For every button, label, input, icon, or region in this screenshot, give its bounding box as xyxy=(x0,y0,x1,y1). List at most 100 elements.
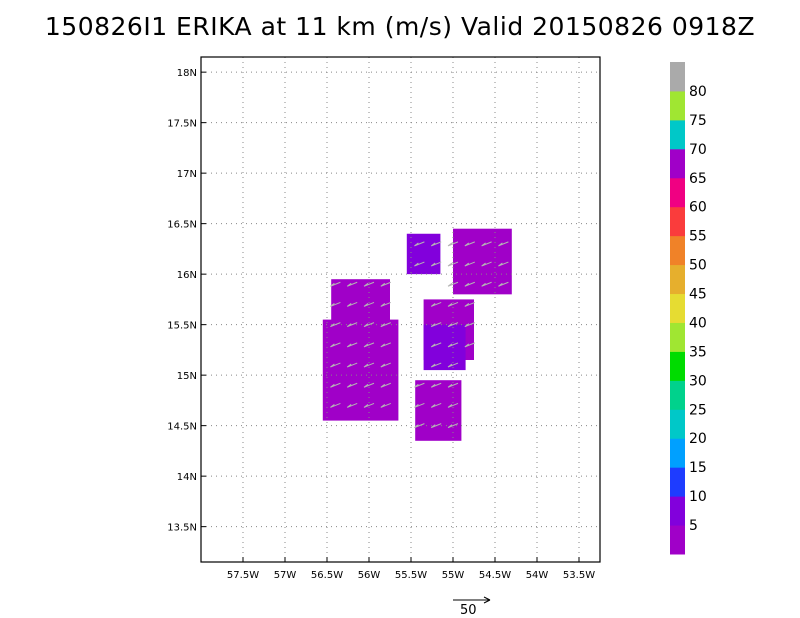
wind-vector xyxy=(380,322,391,328)
y-tick-label: 18N xyxy=(177,68,197,79)
wind-vector xyxy=(346,342,358,348)
colorbar-label: 20 xyxy=(689,431,707,447)
wind-vector xyxy=(414,402,425,408)
colorbar-label: 30 xyxy=(689,373,707,389)
wind-vector xyxy=(414,241,425,247)
wind-vector xyxy=(430,423,442,429)
wind-vector xyxy=(430,362,442,368)
colorbar-segment xyxy=(670,438,685,468)
colorbar-label: 35 xyxy=(689,344,707,360)
wind-vector xyxy=(380,382,391,388)
wind-vector xyxy=(498,261,509,267)
wind-vector xyxy=(447,342,459,348)
wind-vector xyxy=(346,382,358,388)
colorbar-label: 25 xyxy=(689,402,707,418)
y-tick-label: 16N xyxy=(177,270,197,281)
wind-vector xyxy=(330,281,341,287)
wind-vector xyxy=(363,362,375,368)
wind-vector xyxy=(380,362,391,368)
colorbar-segment xyxy=(670,235,685,266)
wind-vector xyxy=(447,261,459,267)
colorbar-segment xyxy=(670,496,685,526)
wind-region xyxy=(331,279,390,330)
x-tick-label: 55W xyxy=(442,570,465,581)
grid-lines xyxy=(201,57,600,562)
wind-vector xyxy=(430,241,442,247)
wind-vector xyxy=(363,322,375,328)
wind-vector xyxy=(363,281,375,287)
colorbar-label: 80 xyxy=(689,84,707,100)
x-tick-label: 54.5W xyxy=(479,570,511,581)
colorbar-segment xyxy=(670,351,685,381)
colorbar-segment xyxy=(670,148,685,179)
wind-vector xyxy=(430,402,442,408)
wind-vector xyxy=(414,382,425,388)
x-tick-label: 56W xyxy=(358,570,381,581)
colorbar-label: 45 xyxy=(689,287,707,303)
wind-vector xyxy=(464,241,475,247)
wind-vector xyxy=(330,301,341,307)
wind-vector xyxy=(363,342,375,348)
plot-frame xyxy=(200,56,601,563)
x-tick-label: 56.5W xyxy=(311,570,343,581)
wind-vector xyxy=(330,342,341,348)
x-tick-label: 53.5W xyxy=(563,570,595,581)
wind-vector xyxy=(346,281,358,287)
wind-vector xyxy=(346,322,358,328)
wind-vector xyxy=(481,281,492,287)
wind-vector xyxy=(330,322,341,328)
colorbar-segment xyxy=(670,264,685,295)
x-tick-label: 57.5W xyxy=(227,570,259,581)
wind-vector xyxy=(447,423,459,429)
wind-vector xyxy=(430,261,442,267)
wind-vector xyxy=(481,241,492,247)
wind-vector xyxy=(464,281,475,287)
wind-vector xyxy=(464,301,475,307)
y-tick-label: 15.5N xyxy=(167,321,197,332)
reference-arrow-head xyxy=(483,596,491,604)
colorbar-segment xyxy=(670,206,685,237)
colorbar-label: 15 xyxy=(689,460,707,476)
wind-vector xyxy=(380,281,391,287)
wind-vector xyxy=(380,301,391,307)
wind-vector xyxy=(346,402,358,408)
wind-vector xyxy=(330,362,341,368)
wind-region xyxy=(423,324,466,371)
wind-vector xyxy=(430,322,442,328)
wind-vector xyxy=(498,281,509,287)
wind-vector xyxy=(464,261,475,267)
colorbar-segment xyxy=(670,467,685,497)
x-tick-label: 55.5W xyxy=(395,570,427,581)
wind-vector xyxy=(380,342,391,348)
colorbar-label: 75 xyxy=(689,113,707,129)
y-tick-label: 16.5N xyxy=(167,220,197,231)
wind-vector xyxy=(481,261,492,267)
wind-vector xyxy=(498,241,509,247)
y-tick-label: 14.5N xyxy=(167,422,197,433)
wind-vector xyxy=(330,382,341,388)
wind-region xyxy=(415,380,462,441)
wind-vector xyxy=(346,301,358,307)
colorbar-label: 65 xyxy=(689,171,707,187)
x-tick-label: 57W xyxy=(274,570,297,581)
wind-vector xyxy=(363,402,375,408)
x-tick-label: 54W xyxy=(526,570,549,581)
wind-vector xyxy=(447,382,459,388)
wind-vector xyxy=(447,301,459,307)
wind-vector xyxy=(464,322,475,328)
wind-region xyxy=(322,319,399,421)
colorbar-segment xyxy=(670,322,685,352)
wind-vector xyxy=(346,362,358,368)
wind-vector xyxy=(363,301,375,307)
colorbar-segment xyxy=(670,380,685,410)
colorbar-segment xyxy=(670,409,685,439)
colorbar-label: 70 xyxy=(689,142,707,158)
colorbar-segment xyxy=(670,119,685,150)
wind-vector xyxy=(430,301,442,307)
wind-vector xyxy=(414,423,425,429)
wind-vector xyxy=(447,402,459,408)
colorbar: 5 10 15 20 25 30 35 40 45 50 55 60 65 70 75 80 xyxy=(670,62,707,555)
wind-vector xyxy=(380,402,391,408)
wind-region xyxy=(406,233,441,275)
